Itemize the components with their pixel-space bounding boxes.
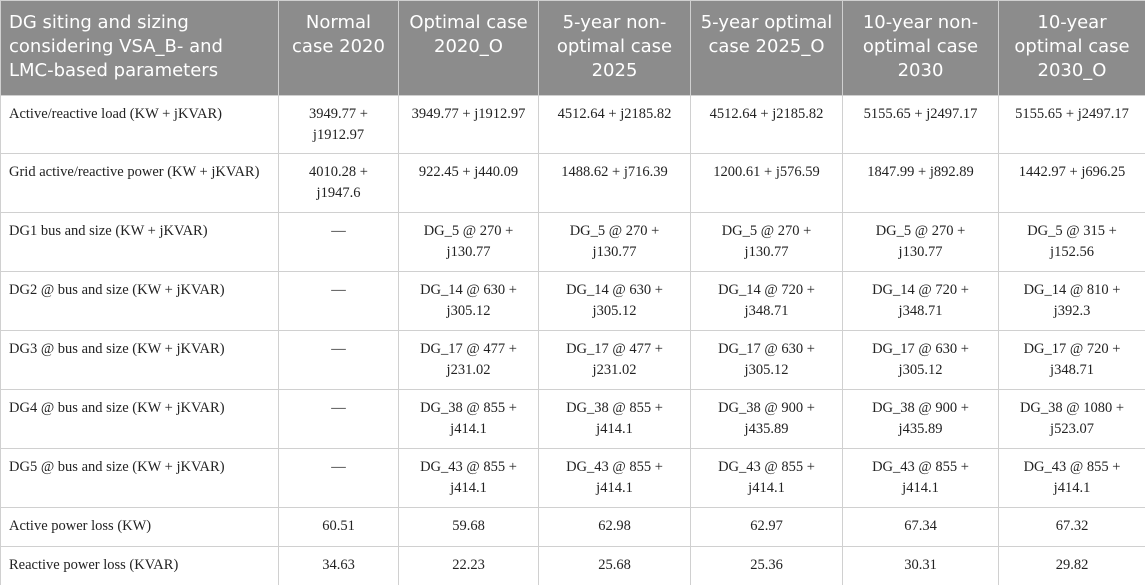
table-cell: — — [278, 271, 399, 331]
table-cell: 4512.64 + j2185.82 — [538, 95, 691, 154]
table-cell: DG_43 @ 855 + j414.1 — [398, 448, 539, 508]
table-cell: — — [278, 389, 399, 449]
table-body: Active/reactive load (KW + jKVAR) 3949.77… — [0, 95, 1145, 585]
header-cell: DG siting and sizing considering VSA_B- … — [0, 0, 279, 96]
row-label: DG1 bus and size (KW + jKVAR) — [0, 212, 279, 272]
table-cell: DG_38 @ 855 + j414.1 — [398, 389, 539, 449]
table-cell: 59.68 — [398, 507, 539, 547]
header-cell: 5-year optimal case 2025_O — [690, 0, 843, 96]
table-cell: — — [278, 212, 399, 272]
table-cell: DG_38 @ 900 + j435.89 — [842, 389, 999, 449]
row-label: Reactive power loss (KVAR) — [0, 546, 279, 585]
table-cell: DG_43 @ 855 + j414.1 — [538, 448, 691, 508]
table-cell: DG_14 @ 810 + j392.3 — [998, 271, 1145, 331]
table-cell: DG_43 @ 855 + j414.1 — [998, 448, 1145, 508]
table-row: DG5 @ bus and size (KW + jKVAR) — DG_43 @ … — [0, 448, 1145, 508]
header-cell: Optimal case 2020_O — [398, 0, 539, 96]
table-cell: DG_43 @ 855 + j414.1 — [690, 448, 843, 508]
table-cell: 1442.97 + j696.25 — [998, 153, 1145, 213]
table-row: DG1 bus and size (KW + jKVAR) — DG_5 @ 270… — [0, 212, 1145, 272]
table-row: Reactive power loss (KVAR) 34.63 22.23 25.6… — [0, 546, 1145, 585]
table-cell: DG_14 @ 630 + j305.12 — [538, 271, 691, 331]
row-label: Grid active/reactive power (KW + jKVAR) — [0, 153, 279, 213]
table-row: Active/reactive load (KW + jKVAR) 3949.77… — [0, 95, 1145, 154]
table-cell: DG_43 @ 855 + j414.1 — [842, 448, 999, 508]
table-cell: 5155.65 + j2497.17 — [842, 95, 999, 154]
table-cell: 30.31 — [842, 546, 999, 585]
table-cell: DG_5 @ 270 + j130.77 — [842, 212, 999, 272]
table-cell: 60.51 — [278, 507, 399, 547]
table-cell: 62.98 — [538, 507, 691, 547]
table-cell: DG_17 @ 630 + j305.12 — [842, 330, 999, 390]
table-row: Active power loss (KW) 60.51 59.68 62.98 62.… — [0, 507, 1145, 547]
table-cell: 62.97 — [690, 507, 843, 547]
header-cell: 5-year non-optimal case 2025 — [538, 0, 691, 96]
row-label: Active/reactive load (KW + jKVAR) — [0, 95, 279, 154]
table-cell: DG_38 @ 900 + j435.89 — [690, 389, 843, 449]
table-cell: 1488.62 + j716.39 — [538, 153, 691, 213]
table-cell: 22.23 — [398, 546, 539, 585]
table-row: DG4 @ bus and size (KW + jKVAR) — DG_38 @ … — [0, 389, 1145, 449]
table-cell: 25.36 — [690, 546, 843, 585]
row-label: DG4 @ bus and size (KW + jKVAR) — [0, 389, 279, 449]
table-cell: — — [278, 448, 399, 508]
table-cell: DG_5 @ 270 + j130.77 — [538, 212, 691, 272]
row-label: DG2 @ bus and size (KW + jKVAR) — [0, 271, 279, 331]
table-cell: DG_38 @ 855 + j414.1 — [538, 389, 691, 449]
table-cell: DG_17 @ 477 + j231.02 — [398, 330, 539, 390]
table-cell: 67.34 — [842, 507, 999, 547]
table-cell: DG_5 @ 270 + j130.77 — [690, 212, 843, 272]
table-cell: DG_17 @ 477 + j231.02 — [538, 330, 691, 390]
table-cell: 34.63 — [278, 546, 399, 585]
row-label: Active power loss (KW) — [0, 507, 279, 547]
table-cell: 4010.28 + j1947.6 — [278, 153, 399, 213]
header-cell: 10-year non-optimal case 2030 — [842, 0, 999, 96]
table-cell: DG_17 @ 630 + j305.12 — [690, 330, 843, 390]
table-cell: 29.82 — [998, 546, 1145, 585]
table-cell: DG_14 @ 630 + j305.12 — [398, 271, 539, 331]
table-cell: 922.45 + j440.09 — [398, 153, 539, 213]
table-cell: 1847.99 + j892.89 — [842, 153, 999, 213]
table-cell: 1200.61 + j576.59 — [690, 153, 843, 213]
row-label: DG5 @ bus and size (KW + jKVAR) — [0, 448, 279, 508]
table-cell: 3949.77 + j1912.97 — [398, 95, 539, 154]
table-cell: DG_5 @ 315 + j152.56 — [998, 212, 1145, 272]
table-cell: DG_14 @ 720 + j348.71 — [842, 271, 999, 331]
table-row: DG2 @ bus and size (KW + jKVAR) — DG_14 @ … — [0, 271, 1145, 331]
table-header: DG siting and sizing considering VSA_B- … — [0, 0, 1145, 96]
table-cell: 4512.64 + j2185.82 — [690, 95, 843, 154]
table-cell: — — [278, 330, 399, 390]
table-cell: 25.68 — [538, 546, 691, 585]
row-label: DG3 @ bus and size (KW + jKVAR) — [0, 330, 279, 390]
table-cell: DG_38 @ 1080 + j523.07 — [998, 389, 1145, 449]
header-cell: 10-year optimal case 2030_O — [998, 0, 1145, 96]
header-row: DG siting and sizing considering VSA_B- … — [0, 0, 1145, 96]
table-cell: DG_5 @ 270 + j130.77 — [398, 212, 539, 272]
table-cell: 5155.65 + j2497.17 — [998, 95, 1145, 154]
table-cell: DG_14 @ 720 + j348.71 — [690, 271, 843, 331]
table-cell: 3949.77 + j1912.97 — [278, 95, 399, 154]
table-cell: DG_17 @ 720 + j348.71 — [998, 330, 1145, 390]
table-row: DG3 @ bus and size (KW + jKVAR) — DG_17 @ … — [0, 330, 1145, 390]
table-row: Grid active/reactive power (KW + jKVAR) 4… — [0, 153, 1145, 213]
header-cell: Normal case 2020 — [278, 0, 399, 96]
table-cell: 67.32 — [998, 507, 1145, 547]
